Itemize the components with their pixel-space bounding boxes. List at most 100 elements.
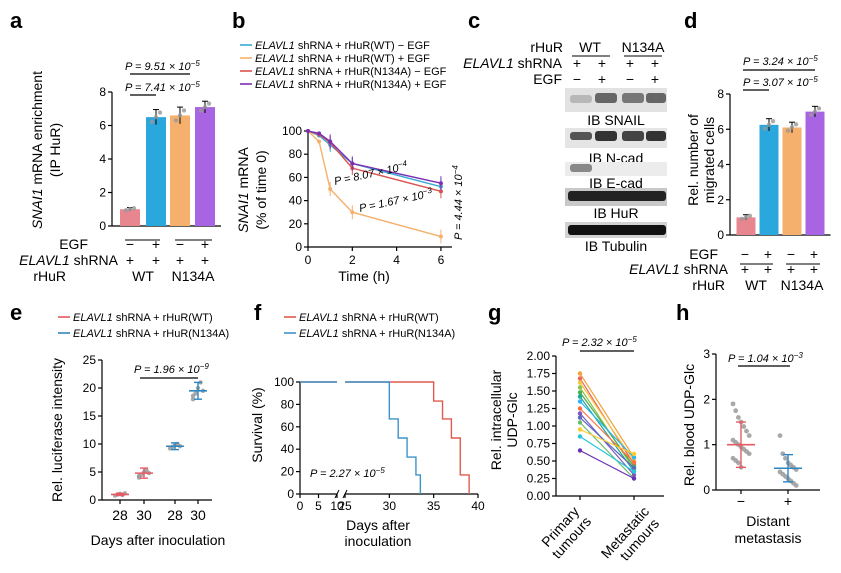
data-point [808, 112, 814, 117]
data-point [631, 469, 637, 474]
legend-entry: ELAVL1 shRNA + rHuR(N134A) [73, 328, 229, 340]
sign: + [626, 55, 634, 71]
bar [146, 117, 166, 226]
data-point [733, 408, 739, 414]
panel-e-points [111, 380, 207, 498]
data-point [631, 460, 637, 465]
paired-line [579, 387, 635, 470]
band [568, 191, 666, 201]
paired-line [579, 373, 635, 458]
panel-a-pvalue-top: P = 9.51 × 10−5 [125, 59, 200, 73]
data-point [743, 215, 749, 220]
survival-curve [345, 381, 470, 494]
panel-a-pvalue-bottom: P = 7.41 × 10−5 [125, 80, 200, 94]
data-point [780, 451, 786, 457]
sign: + [787, 261, 795, 277]
panel-a-ylabel-2: (IP HuR) [47, 123, 63, 177]
y-tick-label: 20 [281, 465, 295, 479]
data-point [202, 104, 208, 110]
data-point [766, 122, 772, 128]
x-tick-label: 6 [438, 253, 445, 267]
paired-line [579, 449, 635, 480]
band [568, 225, 666, 235]
panel-letter-g: g [488, 300, 501, 325]
y-tick-label: 60 [281, 420, 295, 434]
panel-a-ylabel: SNAI1 mRNA enrichment [29, 71, 45, 229]
y-tick-label: 100 [274, 375, 294, 389]
sign: − [126, 236, 134, 252]
data-point [631, 472, 637, 478]
panel-f-ylabel: Survival (%) [249, 387, 265, 462]
band [622, 131, 644, 141]
data-point [577, 406, 583, 411]
y-tick-label: 25 [83, 353, 97, 367]
y-tick-label: 2 [717, 193, 724, 207]
y-tick-label: 0.00 [527, 489, 551, 503]
data-point [577, 427, 583, 432]
x-tick-label: 40 [471, 499, 485, 513]
y-tick-label: 6 [717, 122, 724, 136]
y-tick-label: 0 [287, 487, 294, 501]
bar [120, 209, 140, 226]
survival-curve [345, 381, 422, 494]
data-point [173, 118, 179, 123]
blot-label: IB HuR [593, 205, 638, 221]
panel-d-pvalue-bottom: P = 3.07 × 10−5 [743, 75, 818, 89]
y-tick-label: 5 [89, 465, 96, 479]
x-tick-label: 30 [136, 507, 152, 523]
panel-letter-h: h [676, 300, 689, 325]
panel-letter-a: a [10, 8, 23, 33]
panel-d-egf-label: EGF [689, 246, 718, 262]
panel-f-xlabel-2: inoculation [345, 533, 412, 549]
data-point [736, 415, 741, 420]
data-point [785, 128, 791, 133]
sign: + [741, 261, 749, 277]
panel-f: f ELAVL1 shRNA + rHuR(WT) ELAVL1 shRNA +… [249, 300, 485, 549]
panel-h-axes: 0 1 2 3 − + [703, 347, 820, 509]
data-point [136, 473, 142, 479]
data-point [157, 110, 163, 115]
data-point [577, 411, 583, 416]
panel-a-bars [120, 100, 215, 226]
data-point [577, 434, 583, 439]
data-point [577, 380, 583, 385]
paired-line [579, 428, 635, 455]
data-point [577, 420, 583, 425]
panel-b-xlabel: Time (h) [338, 268, 390, 284]
panel-letter-e: e [10, 300, 22, 325]
y-tick-label: 20 [83, 381, 97, 395]
bar [805, 111, 825, 235]
y-tick-label: 0 [717, 228, 724, 242]
panel-e-legend: ELAVL1 shRNA + rHuR(WT) ELAVL1 shRNA + r… [58, 312, 229, 340]
x-tick-label: 25 [338, 499, 352, 513]
panel-e-xlabel: Days after inoculation [91, 532, 226, 548]
sign: + [764, 261, 772, 277]
blot-label: IB SNAIL [587, 112, 645, 128]
sign: − [176, 236, 184, 252]
y-tick-label: 4 [99, 152, 106, 166]
panel-g-lines [577, 371, 637, 481]
data-point [317, 139, 322, 144]
bar [195, 107, 215, 226]
panel-a-group-n134a: N134A [172, 268, 215, 284]
data-point [577, 394, 583, 399]
x-tick-label: 35 [427, 499, 441, 513]
panel-b-pvalue-2: P = 1.67 × 10−3 [358, 186, 435, 215]
panel-a: a SNAI1 mRNA enrichment (IP HuR) 0 2 4 6 8 P… [10, 8, 221, 284]
paired-line [579, 401, 635, 458]
data-point [181, 108, 187, 113]
data-point [730, 401, 736, 407]
y-tick-label: 0 [703, 483, 710, 497]
data-point [793, 483, 799, 488]
data-point [746, 451, 752, 457]
panel-a-row-shrna-label: ELAVL1 shRNA [19, 252, 119, 268]
panel-b-pvalue-1: P = 8.07 × 10−4 [333, 159, 410, 188]
sign: + [176, 252, 184, 268]
sign: + [201, 236, 209, 252]
x-tick-label: 5 [315, 499, 322, 513]
data-point [744, 428, 749, 434]
paired-line [579, 417, 635, 469]
sign: + [126, 252, 134, 268]
